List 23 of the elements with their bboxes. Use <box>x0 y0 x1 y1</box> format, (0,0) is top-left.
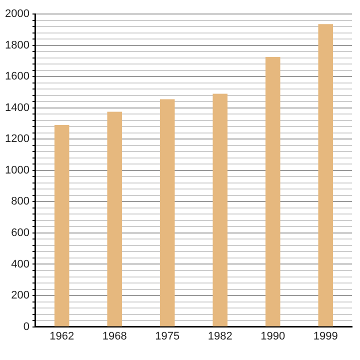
y-tick-label: 1400 <box>4 102 30 114</box>
x-tick-label: 1975 <box>155 330 180 342</box>
bar <box>160 99 175 326</box>
x-tick-label: 1968 <box>102 330 127 342</box>
y-tick-label: 0 <box>23 320 30 333</box>
x-tick-label: 1999 <box>313 330 338 342</box>
bar <box>212 94 228 326</box>
y-tick-label: 600 <box>11 226 30 239</box>
y-tick-label: 1600 <box>4 70 30 83</box>
y-tick-label: 2000 <box>4 8 30 20</box>
x-tick-label: 1962 <box>50 330 74 342</box>
y-tick-label: 1800 <box>4 39 30 52</box>
bar <box>107 112 122 326</box>
y-tick-label: 200 <box>11 290 30 302</box>
bar <box>54 125 70 326</box>
y-tick-label: 1000 <box>4 164 30 176</box>
bar <box>265 57 280 326</box>
x-tick-label: 1990 <box>260 330 286 342</box>
bar <box>318 24 334 326</box>
x-tick-label: 1982 <box>208 330 232 342</box>
y-tick-label: 400 <box>11 258 30 270</box>
y-tick-label: 1200 <box>4 133 30 146</box>
y-tick-label: 800 <box>11 196 30 208</box>
